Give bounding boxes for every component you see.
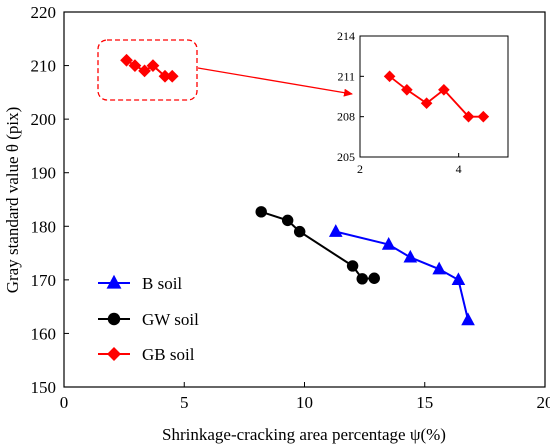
y-tick-label: 200 [31,110,57,129]
annotations [97,39,353,101]
data-point [403,249,418,263]
inset-y-tick-label: 205 [337,150,355,164]
data-point [346,260,359,272]
inset-plot: 205 208 211 214 2 4 [337,29,509,176]
data-point [146,59,160,72]
series-line [335,230,470,321]
highlight-box [97,39,198,101]
y-tick-label: 170 [31,271,57,290]
y-tick-label: 150 [31,378,57,397]
data-point [368,272,380,284]
data-point [281,214,294,227]
inset-y-tick-label: 211 [337,69,355,83]
data-point [128,59,142,72]
x-tick-label: 0 [60,393,69,412]
x-axis-label: Shrinkage-cracking area percentage ψ(%) [162,425,446,444]
x-tick-label: 10 [296,393,313,412]
inset-y-tick-label: 214 [337,29,355,43]
data-point [158,69,172,83]
inset-y-tick-label: 208 [337,110,355,124]
zoom-arrow [197,67,353,97]
inset-x-tick-label: 4 [456,162,462,176]
inset-data-point [383,70,396,83]
legend-label: GB soil [142,345,195,364]
y-tick-label: 190 [31,164,57,183]
y-tick-label: 210 [31,57,57,76]
legend: B soil GW soil GB soil [98,274,199,364]
legend-marker [106,274,122,289]
data-point [120,53,133,67]
y-tick-label: 220 [31,3,57,22]
data-point [138,64,151,78]
legend-label: GW soil [142,310,199,329]
legend-label: B soil [142,274,182,293]
y-axis-label: Gray standard value θ (pix) [3,107,22,294]
data-point [165,69,179,83]
inset-data-point [438,83,450,96]
inset-data-point [462,110,475,123]
x-tick-label: 15 [416,393,433,412]
data-point [293,225,306,238]
inset-data-point [401,83,413,96]
legend-marker [107,347,121,361]
inset-data-point [420,97,433,110]
y-tick-label: 160 [31,324,57,343]
data-point [461,312,475,326]
inset-x-tick-label: 2 [357,162,363,176]
main-plot: 150 160 170 180 190 200 210 220 0 5 10 15 20 Shrinkag… [3,3,550,444]
x-tick-label: 5 [180,393,189,412]
data-point [451,272,466,286]
y-tick-label: 180 [31,217,57,236]
data-point [381,236,396,250]
inset-data-point [477,110,490,123]
data-point [255,206,267,218]
data-point [356,273,368,285]
data-point [328,224,343,237]
legend-marker [107,312,121,326]
x-tick-label: 20 [537,393,550,412]
data-point [432,261,446,275]
